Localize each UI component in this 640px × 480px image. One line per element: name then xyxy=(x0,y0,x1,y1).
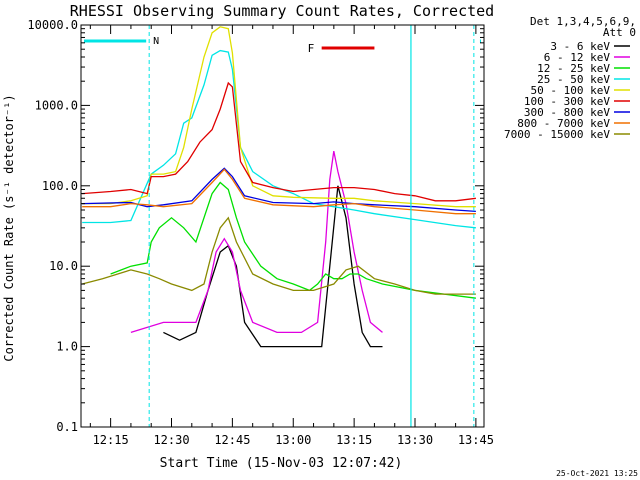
legend-entry-label: 800 - 7000 keV xyxy=(517,117,610,130)
series-line-3 xyxy=(110,181,476,299)
legend-entry-label: 300 - 800 keV xyxy=(524,106,610,119)
series-line-4 xyxy=(82,49,476,229)
legend-entry-label: 50 - 100 keV xyxy=(531,84,611,97)
y-tick-label: 1000.0 xyxy=(35,98,78,112)
y-tick-label: 0.1 xyxy=(56,420,78,434)
legend-entry-label: 3 - 6 keV xyxy=(550,40,610,53)
y-tick-label: 100.0 xyxy=(42,179,78,193)
x-tick-label: 13:00 xyxy=(275,433,311,447)
chart-title: RHESSI Observing Summary Count Rates, Co… xyxy=(70,2,494,20)
x-tick-label: 13:45 xyxy=(458,433,494,447)
footer-date: 25-Oct-2021 13:25 xyxy=(556,469,638,478)
flare-label: F xyxy=(308,42,315,55)
legend-header-line: Det 1,3,4,5,6,9, xyxy=(530,15,636,28)
x-tick-label: 13:15 xyxy=(336,433,372,447)
x-axis-label: Start Time (15-Nov-03 12:07:42) xyxy=(160,456,403,471)
y-axis-label: Corrected Count Rate (s⁻¹ detector⁻¹) xyxy=(2,94,16,361)
x-tick-label: 13:30 xyxy=(397,433,433,447)
plot-frame xyxy=(80,24,485,428)
series-layer xyxy=(82,26,476,348)
legend-entry-label: 12 - 25 keV xyxy=(537,62,610,75)
x-tick-label: 12:15 xyxy=(93,433,129,447)
legend-entry-label: 7000 - 15000 keV xyxy=(504,128,610,141)
legend-header-line: Att 0 xyxy=(603,26,636,39)
y-tick-label: 10.0 xyxy=(49,259,78,273)
series-line-8 xyxy=(82,168,476,215)
y-axis: 0.1 1.0 10.0 100.0 1000.0 10000.0 xyxy=(27,18,484,434)
legend-entry-label: 100 - 300 keV xyxy=(524,95,610,108)
series-line-5 xyxy=(82,26,476,208)
x-tick-label: 12:30 xyxy=(153,433,189,447)
annotation-layer: NF xyxy=(84,25,481,427)
series-line-9 xyxy=(82,216,476,295)
legend-entry-label: 25 - 50 keV xyxy=(537,73,610,86)
legend-entry-label: 6 - 12 keV xyxy=(544,51,611,64)
x-axis: 12:15 12:30 12:45 13:00 13:15 13:30 13:45 xyxy=(89,25,494,447)
series-line-2 xyxy=(130,150,383,334)
y-tick-label: 1.0 xyxy=(56,340,78,354)
x-tick-label: 12:45 xyxy=(214,433,250,447)
y-tick-label: 10000.0 xyxy=(27,18,78,32)
series-line-6 xyxy=(82,81,476,202)
night-label: N xyxy=(153,36,159,47)
